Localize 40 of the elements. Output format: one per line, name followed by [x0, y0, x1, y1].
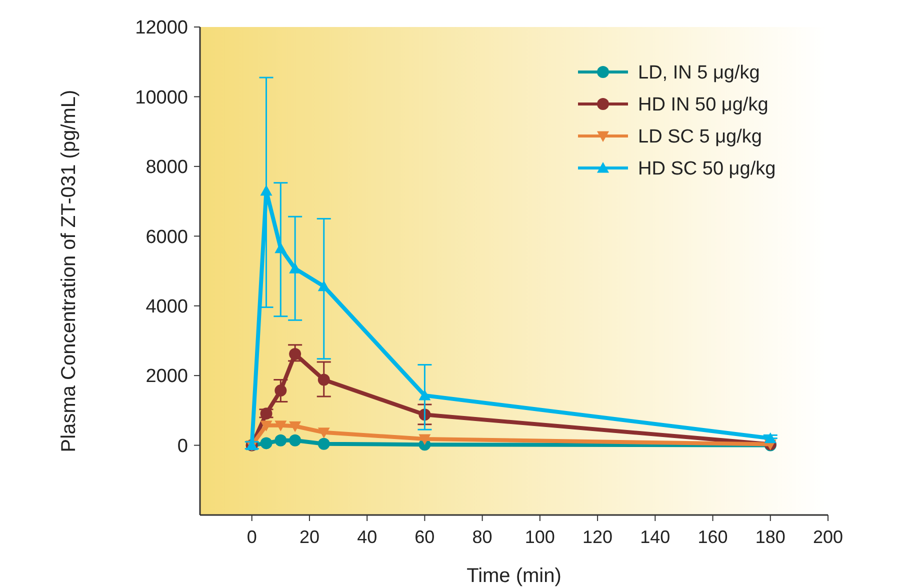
x-tick-label: 140 [640, 527, 670, 547]
point [289, 421, 302, 432]
y-tick-label: 4000 [146, 296, 188, 318]
point [418, 389, 431, 400]
y-tick-label: 10000 [135, 87, 188, 108]
point [318, 438, 330, 450]
point [274, 434, 287, 446]
point [318, 428, 330, 438]
x-tick-label: 180 [755, 527, 786, 547]
x-tick-label: 20 [299, 527, 320, 547]
x-tick-label: 40 [357, 527, 378, 547]
point [418, 434, 431, 446]
point [289, 348, 302, 360]
x-tick-label: 80 [472, 527, 492, 547]
point [318, 374, 330, 386]
x-tick-label: 60 [414, 527, 435, 547]
point [274, 384, 287, 397]
legend-label: HD IN 50 μg/kg [638, 94, 768, 116]
x-tick-label: 200 [812, 527, 844, 547]
legend-label: LD SC 5 μg/kg [638, 126, 762, 148]
legend-label: HD SC 50 μg/kg [638, 158, 776, 180]
point [318, 280, 330, 292]
y-tick-label: 6000 [146, 226, 188, 248]
y-tick-label: 12000 [135, 18, 188, 39]
point [260, 437, 272, 450]
legend-label: LD, IN 5 μg/kg [638, 62, 760, 84]
point [260, 184, 272, 196]
x-tick-label: 160 [698, 527, 728, 547]
point [260, 420, 272, 432]
x-tick-label: 120 [582, 527, 613, 547]
x-tick-label: 0 [246, 527, 257, 547]
point [274, 420, 287, 432]
x-axis-title: Time (min) [466, 565, 562, 587]
x-tick-label: 100 [524, 527, 555, 547]
point [289, 434, 302, 446]
y-tick-label: 2000 [146, 366, 188, 388]
y-axis-title: Plasma Concentration of ZT-031 (pg/mL) [58, 90, 80, 452]
point [764, 432, 776, 444]
y-tick-label: 0 [177, 436, 188, 457]
y-tick-label: 8000 [146, 157, 188, 178]
